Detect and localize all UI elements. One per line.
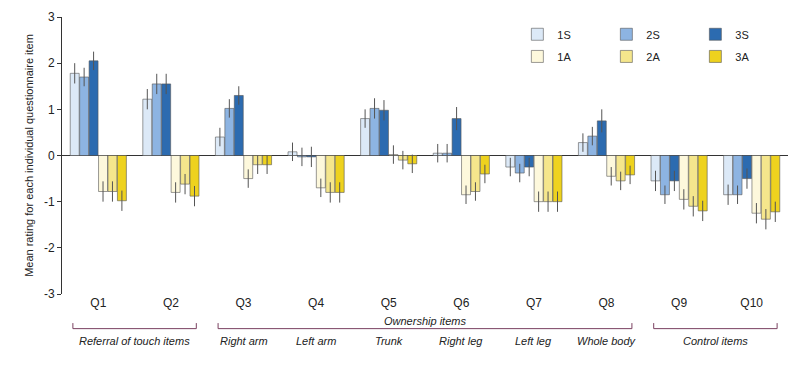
svg-text:Q9: Q9 xyxy=(671,296,687,310)
svg-text:3S: 3S xyxy=(735,29,748,41)
svg-text:Q6: Q6 xyxy=(453,296,469,310)
svg-text:Whole body: Whole body xyxy=(577,335,637,347)
svg-text:Q1: Q1 xyxy=(90,296,106,310)
svg-text:Q8: Q8 xyxy=(598,296,614,310)
svg-text:Trunk: Trunk xyxy=(375,335,403,347)
svg-text:2: 2 xyxy=(48,56,55,70)
svg-text:1S: 1S xyxy=(557,29,570,41)
svg-text:Q10: Q10 xyxy=(740,296,763,310)
svg-text:Control items: Control items xyxy=(683,335,748,347)
svg-text:Mean rating for each individua: Mean rating for each individual question… xyxy=(23,34,35,277)
svg-text:3A: 3A xyxy=(735,51,749,63)
svg-text:Left leg: Left leg xyxy=(515,335,552,347)
svg-text:3: 3 xyxy=(48,10,55,24)
svg-text:Q5: Q5 xyxy=(381,296,397,310)
svg-text:Right leg: Right leg xyxy=(439,335,483,347)
svg-text:Q7: Q7 xyxy=(526,296,542,310)
svg-text:Ownership items: Ownership items xyxy=(384,315,466,327)
svg-text:1A: 1A xyxy=(557,51,571,63)
svg-text:Q4: Q4 xyxy=(308,296,324,310)
svg-text:Q3: Q3 xyxy=(235,296,251,310)
svg-text:-1: -1 xyxy=(44,195,55,209)
svg-text:-3: -3 xyxy=(44,287,55,301)
svg-text:Referral of touch items: Referral of touch items xyxy=(79,335,190,347)
svg-text:1: 1 xyxy=(48,103,55,117)
svg-text:Right arm: Right arm xyxy=(220,335,268,347)
svg-text:0: 0 xyxy=(48,149,55,163)
svg-text:-2: -2 xyxy=(44,241,55,255)
svg-text:Q2: Q2 xyxy=(163,296,179,310)
svg-text:Left arm: Left arm xyxy=(296,335,336,347)
svg-text:2S: 2S xyxy=(646,29,659,41)
svg-text:2A: 2A xyxy=(646,51,660,63)
